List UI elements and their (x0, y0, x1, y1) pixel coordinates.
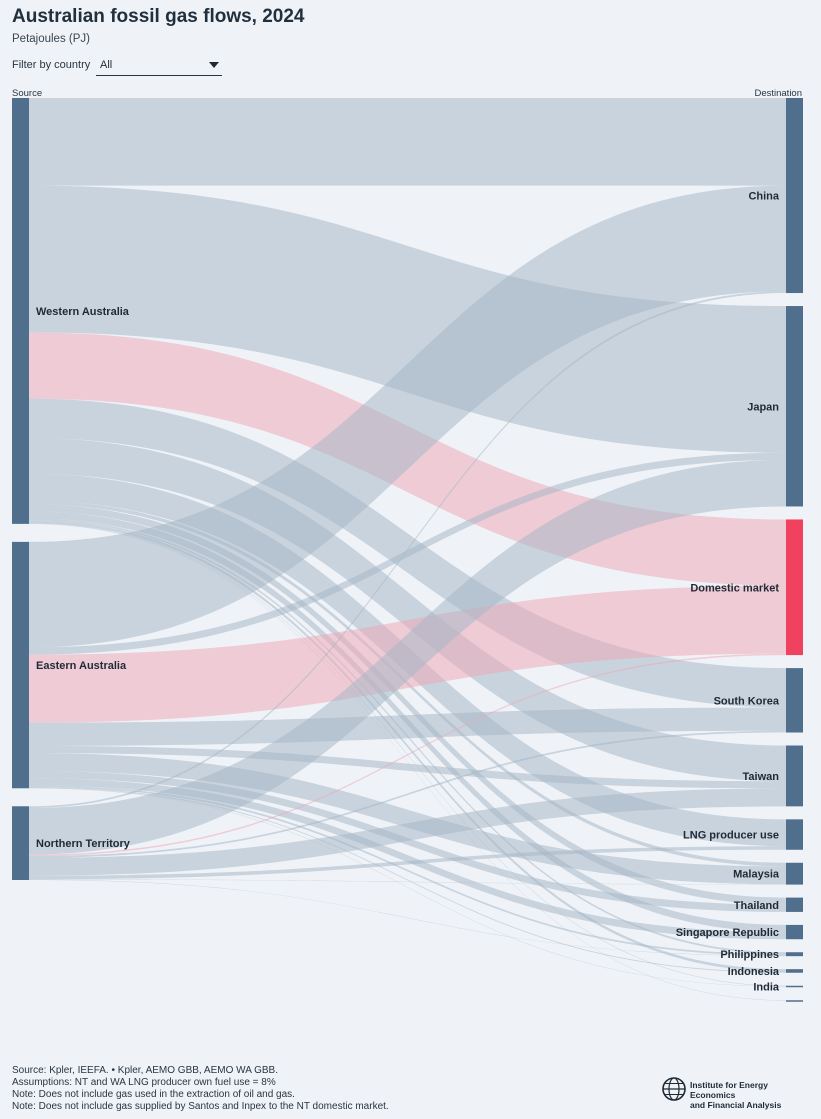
logo-line-1: Institute for Energy Economics (690, 1080, 768, 1100)
destination-node-domestic-market[interactable] (786, 519, 803, 656)
footnote-assumptions: Assumptions: NT and WA LNG producer own … (12, 1077, 276, 1088)
destination-label: Singapore Republic (676, 927, 779, 939)
flow-link-western-australia-to-taiwan[interactable] (29, 437, 786, 782)
flow-link-northern-territory-to-malaysia[interactable] (29, 879, 786, 885)
flow-link-eastern-australia-to-indonesia[interactable] (29, 787, 786, 973)
destination-node-singapore-republic[interactable] (786, 924, 803, 940)
source-node-eastern-australia[interactable] (12, 541, 29, 789)
flow-link-northern-territory-to-domestic-market[interactable] (29, 653, 786, 857)
flow-link-eastern-australia-to-thailand[interactable] (29, 770, 786, 912)
destination-label: Thailand (734, 900, 779, 912)
destination-label: Malaysia (733, 869, 780, 881)
source-label: Eastern Australia (36, 660, 127, 672)
flow-link-eastern-australia-to-japan[interactable] (29, 452, 786, 655)
flow-link-northern-territory-to-south-korea[interactable] (29, 730, 786, 858)
destination-label: Taiwan (743, 771, 780, 783)
footnote-source: Source: Kpler, IEEFA. • Kpler, AEMO GBB,… (12, 1065, 279, 1076)
flow-link-western-australia-to-china[interactable] (29, 98, 786, 186)
footnote-note-1: Note: Does not include gas used in the e… (12, 1089, 295, 1100)
destination-node-lng-producer-use[interactable] (786, 819, 803, 850)
footnotes: Source: Kpler, IEEFA. • Kpler, AEMO GBB,… (12, 1065, 389, 1113)
country-filter-select[interactable]: All (96, 55, 222, 76)
destination-node-other[interactable] (786, 1000, 803, 1002)
chevron-down-icon (209, 62, 219, 68)
logo-line-2: and Financial Analysis (690, 1100, 782, 1110)
ieefa-logo: Institute for Energy Economics and Finan… (662, 1076, 812, 1110)
flow-link-western-australia-to-thailand[interactable] (29, 504, 786, 905)
destination-label: LNG producer use (683, 830, 779, 842)
chart-title: Australian fossil gas flows, 2024 (12, 6, 305, 27)
destination-node-taiwan[interactable] (786, 745, 803, 807)
sankey-links (29, 98, 786, 1001)
flow-link-eastern-australia-to-singapore-republic[interactable] (29, 778, 786, 940)
destination-label: Japan (747, 401, 779, 413)
destination-label: India (753, 981, 780, 993)
destination-node-indonesia[interactable] (786, 969, 803, 973)
flow-link-northern-territory-to-china[interactable] (29, 291, 786, 809)
destination-axis-label: Destination (754, 88, 802, 99)
footnote-note-2: Note: Does not include gas supplied by S… (12, 1101, 389, 1112)
flow-link-eastern-australia-to-philippines[interactable] (29, 785, 786, 956)
destination-label: Domestic market (690, 582, 779, 594)
destination-node-malaysia[interactable] (786, 862, 803, 885)
flow-link-eastern-australia-to-malaysia[interactable] (29, 753, 786, 885)
chart-subtitle: Petajoules (PJ) (12, 33, 90, 45)
source-label: Northern Territory (36, 838, 131, 850)
destination-label: Indonesia (728, 966, 780, 978)
globe-icon (662, 1077, 686, 1101)
flow-link-northern-territory-to-taiwan[interactable] (29, 788, 786, 876)
source-node-western-australia[interactable] (12, 98, 29, 524)
flow-link-northern-territory-to-lng-producer-use[interactable] (29, 846, 786, 880)
destination-label: China (748, 191, 779, 203)
flow-link-western-australia-to-japan[interactable] (29, 185, 786, 453)
flow-link-western-australia-to-other[interactable] (29, 523, 786, 1001)
destination-node-china[interactable] (786, 98, 803, 294)
destination-node-south-korea[interactable] (786, 668, 803, 733)
flow-link-western-australia-to-indonesia[interactable] (29, 520, 786, 972)
filter-label: Filter by country (12, 59, 91, 71)
destination-label: Philippines (720, 949, 779, 961)
flow-link-eastern-australia-to-south-korea[interactable] (29, 707, 786, 746)
flow-link-northern-territory-to-philippines[interactable] (29, 879, 786, 957)
filter-selected-value: All (100, 59, 113, 71)
destination-label: South Korea (714, 695, 780, 707)
destination-node-india[interactable] (786, 985, 803, 988)
flow-link-eastern-australia-to-taiwan[interactable] (29, 745, 786, 789)
source-node-northern-territory[interactable] (12, 806, 29, 880)
sankey-labels: Western Australia Eastern Australia Northe… (36, 191, 780, 994)
flow-link-eastern-australia-to-china[interactable] (29, 185, 786, 648)
destination-node-philippines[interactable] (786, 952, 803, 957)
flow-link-northern-territory-to-japan[interactable] (29, 459, 786, 855)
destination-node-thailand[interactable] (786, 897, 803, 912)
destination-node-japan[interactable] (786, 306, 803, 507)
source-label: Western Australia (36, 306, 130, 318)
source-axis-label: Source (12, 88, 43, 99)
sankey-nodes (12, 98, 803, 1002)
flow-link-eastern-australia-to-india[interactable] (29, 787, 786, 987)
